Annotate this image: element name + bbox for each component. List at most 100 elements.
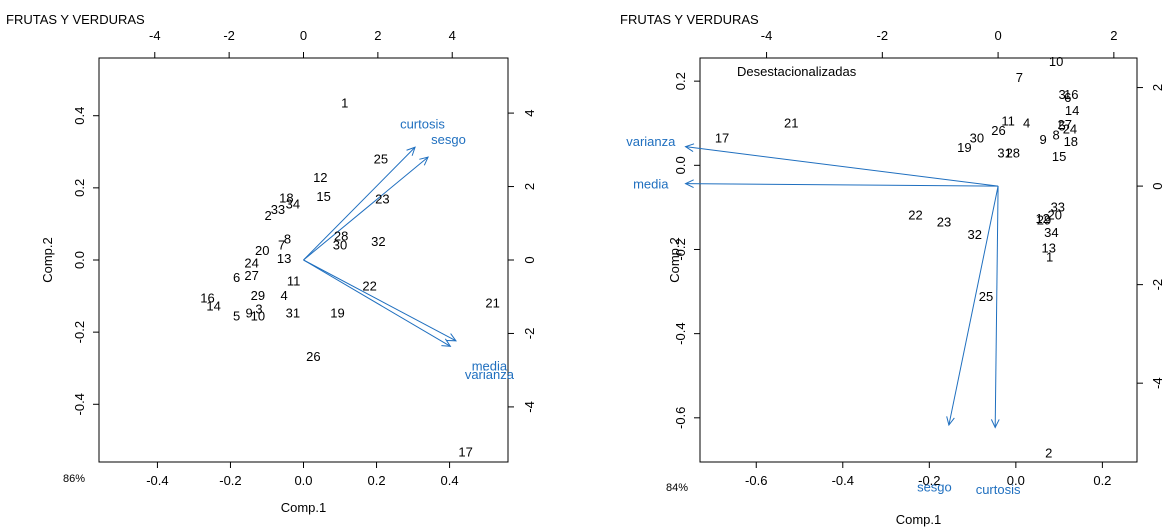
right-x-tick-label: 0.2 [1093,473,1111,488]
right-top-tick-label: 2 [1110,28,1117,43]
right-y-tick-label: 0.0 [673,156,688,174]
right-point-label: 5 [1059,118,1066,133]
left-right-tick-label: -4 [522,401,537,413]
right-point-label: 20 [1048,208,1062,223]
left-point-label: 29 [251,288,265,303]
left-y-axis-label: Comp.2 [40,237,55,283]
right-point-label: 13 [1042,240,1056,255]
left-point-label: 25 [374,152,388,167]
right-loading-arrow-media: media [633,177,999,192]
right-arrow-label-sesgo: sesgo [917,480,952,495]
right-arrow-label-varianza: varianza [626,134,676,149]
right-point-label: 9 [1039,132,1046,147]
right-biplot: -0.6 -0.4 -0.2 0.0 0.2 -0.6 -0.4 -0.2 0.0 0.2 -4 -2… [626,28,1165,527]
right-x-tick-label: -0.6 [745,473,767,488]
right-plot-frame [699,57,1138,463]
right-point-label: 32 [968,227,982,242]
left-x-axis-label: Comp.1 [281,500,327,515]
right-point-label: 4 [1023,115,1030,130]
left-arrow-label-curtosis: curtosis [400,116,445,131]
right-y-tick-label: -0.2 [673,238,688,260]
right-point-label: 27 [1058,117,1072,132]
left-right-tick-label: 2 [522,183,537,190]
left-point-label: 13 [277,251,291,266]
right-point-label: 18 [1064,134,1078,149]
left-point-label: 1 [341,96,348,111]
left-point-label: 26 [306,349,320,364]
left-top-tick-label: -2 [223,28,235,43]
right-loading-arrow-curtosis: curtosis [976,186,1021,497]
right-point-label: 14 [1065,103,1079,118]
left-point-label: 10 [251,309,265,324]
right-point-label: 23 [937,215,951,230]
left-loading-arrow-media: media [303,259,508,373]
right-top-tick-label: -2 [877,28,889,43]
left-point-label: 9 [245,306,252,321]
left-variance-footnote: 86% [63,473,86,485]
left-point-label: 28 [334,228,348,243]
right-point-label: 29 [1037,213,1051,228]
left-right-tick-label: 0 [522,256,537,263]
right-point-label: 7 [1016,70,1023,85]
left-point-label: 14 [206,298,220,313]
right-point-label: 6 [1064,90,1071,105]
left-x-tick-label: -0.4 [146,473,168,488]
left-point-label: 18 [279,191,293,206]
right-point-label: 17 [715,131,729,146]
left-point-label: 31 [286,306,300,321]
left-point-label: 32 [371,234,385,249]
right-point-label: 3 [1059,87,1066,102]
right-y-axis-label: Comp.2 [667,237,682,283]
left-loading-arrow-curtosis: curtosis [303,116,445,261]
left-point-label: 6 [233,270,240,285]
right-loading-arrow-varianza: varianza [626,134,999,187]
right-point-label: 10 [1049,54,1063,69]
right-y-tick-label: -0.6 [673,407,688,429]
right-x-tick-label: 0.0 [1007,473,1025,488]
right-panel-title: FRUTAS Y VERDURAS [620,12,759,27]
right-right-tick-label: -2 [1150,279,1165,291]
left-point-label: 16 [200,291,214,306]
left-point-label: 19 [330,306,344,321]
left-point-label: 24 [244,256,258,271]
left-right-tick-label: -2 [522,328,537,340]
right-point-label: 19 [957,140,971,155]
left-point-label: 33 [271,202,285,217]
left-point-label: 8 [284,231,291,246]
left-point-label: 30 [333,237,347,252]
left-point-label: 2 [264,208,271,223]
right-point-label: 11 [1001,114,1015,129]
left-right-tick-label: 4 [522,109,537,116]
right-y-tick-label: -0.4 [673,322,688,344]
right-point-label: 24 [1063,121,1077,136]
left-y-tick-label: 0.2 [72,179,87,197]
left-point-label: 4 [281,288,288,303]
right-x-tick-label: -0.2 [918,473,940,488]
left-point-label: 7 [278,237,285,252]
left-x-tick-label: 0.0 [294,473,312,488]
left-point-label: 12 [313,170,327,185]
left-loading-arrow-sesgo: sesgo [303,132,466,261]
right-top-tick-label: 0 [994,28,1001,43]
left-top-tick-label: 2 [374,28,381,43]
left-arrow-label-media: media [472,358,508,373]
left-point-label: 23 [375,192,389,207]
left-point-label: 3 [255,302,262,317]
left-point-label: 27 [244,268,258,283]
left-point-label: 22 [362,278,376,293]
right-point-label: 26 [991,123,1005,138]
left-x-tick-label: 0.4 [441,473,459,488]
left-arrow-label-sesgo: sesgo [431,132,466,147]
right-point-label: 28 [1006,146,1020,161]
left-top-tick-label: 4 [449,28,456,43]
left-y-tick-label: -0.4 [72,393,87,415]
right-right-tick-label: -4 [1150,377,1165,389]
right-top-tick-label: -4 [761,28,773,43]
right-point-label: 12 [1035,211,1049,226]
left-panel-title: FRUTAS Y VERDURAS [6,12,145,27]
right-point-label: 34 [1044,225,1058,240]
left-biplot: -0.4 -0.2 0.0 0.2 0.4 -0.4 -0.2 0.0 0.2 0.4 -4 -2 0 2… [40,28,537,515]
left-point-label: 34 [286,197,300,212]
left-x-tick-label: 0.2 [367,473,385,488]
